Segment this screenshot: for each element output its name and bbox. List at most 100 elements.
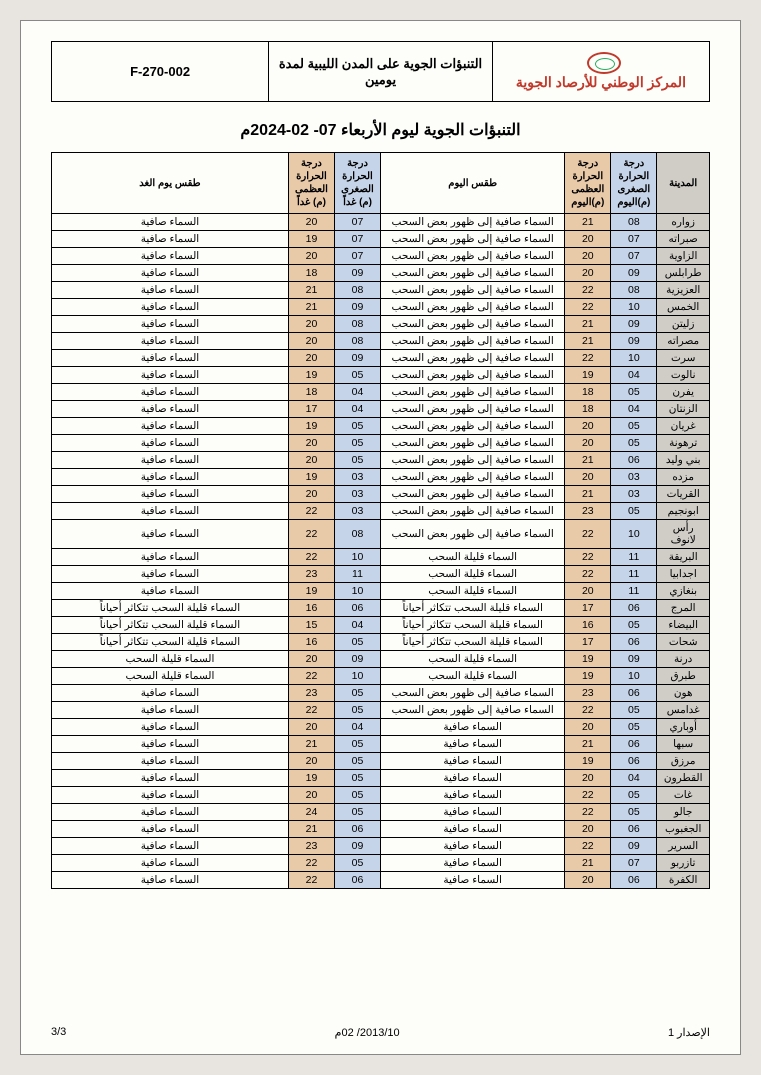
cell-city: جالو [657,804,710,821]
cell-min-today: 05 [611,435,657,452]
cell-weather-tom: السماء صافية [52,231,289,248]
cell-max-tom: 19 [288,770,334,787]
col-weather-today: طقس اليوم [381,153,565,214]
cell-min-today: 05 [611,702,657,719]
cell-weather-today: السماء قليلة السحب تتكاثر أحياناً [381,634,565,651]
cell-min-tom: 05 [334,770,380,787]
cell-weather-tom: السماء صافية [52,855,289,872]
cell-max-today: 22 [565,299,611,316]
footer-issue: الإصدار 1 [668,1026,710,1039]
cell-max-today: 19 [565,668,611,685]
cell-max-today: 17 [565,634,611,651]
table-row: مرزق0619السماء صافية0520السماء صافية [52,753,710,770]
cell-weather-today: السماء صافية إلى ظهور بعض السحب [381,214,565,231]
cell-weather-today: السماء صافية إلى ظهور بعض السحب [381,685,565,702]
cell-min-today: 09 [611,651,657,668]
cell-min-tom: 08 [334,282,380,299]
cell-weather-tom: السماء صافية [52,520,289,549]
cell-min-today: 05 [611,804,657,821]
cell-weather-today: السماء صافية إلى ظهور بعض السحب [381,702,565,719]
cell-max-tom: 21 [288,736,334,753]
cell-city: غريان [657,418,710,435]
cell-min-today: 07 [611,231,657,248]
cell-max-tom: 22 [288,549,334,566]
cell-min-tom: 04 [334,401,380,418]
cell-weather-today: السماء صافية [381,719,565,736]
table-row: يفرن0518السماء صافية إلى ظهور بعض السحب0… [52,384,710,401]
cell-min-tom: 05 [334,753,380,770]
table-row: طبرق1019السماء قليلة السحب1022السماء قلي… [52,668,710,685]
cell-max-today: 22 [565,787,611,804]
cell-max-tom: 20 [288,452,334,469]
cell-weather-today: السماء صافية [381,787,565,804]
cell-city: الزاوية [657,248,710,265]
cell-city: العزيزية [657,282,710,299]
cell-weather-today: السماء صافية إلى ظهور بعض السحب [381,316,565,333]
cell-max-today: 20 [565,418,611,435]
cell-max-tom: 23 [288,838,334,855]
cell-weather-today: السماء صافية إلى ظهور بعض السحب [381,486,565,503]
table-row: العزيزية0822السماء صافية إلى ظهور بعض ال… [52,282,710,299]
cell-min-today: 03 [611,469,657,486]
cell-max-tom: 15 [288,617,334,634]
table-row: رأس لانوف1022السماء صافية إلى ظهور بعض ا… [52,520,710,549]
col-city: المدينة [657,153,710,214]
cell-max-tom: 23 [288,685,334,702]
cell-max-today: 20 [565,719,611,736]
cell-max-today: 18 [565,401,611,418]
cell-weather-today: السماء صافية إلى ظهور بعض السحب [381,350,565,367]
cell-weather-today: السماء صافية [381,753,565,770]
table-row: ابونجيم0523السماء صافية إلى ظهور بعض الس… [52,503,710,520]
cell-min-tom: 06 [334,600,380,617]
cell-city: البريقة [657,549,710,566]
cell-max-tom: 20 [288,316,334,333]
cell-weather-today: السماء صافية [381,804,565,821]
cell-city: شحات [657,634,710,651]
cell-min-tom: 05 [334,418,380,435]
cell-weather-tom: السماء صافية [52,435,289,452]
cell-weather-tom: السماء قليلة السحب [52,668,289,685]
cell-weather-today: السماء قليلة السحب [381,583,565,600]
cell-min-today: 10 [611,299,657,316]
cell-weather-tom: السماء صافية [52,299,289,316]
table-row: البريقة1122السماء قليلة السحب1022السماء … [52,549,710,566]
cell-weather-tom: السماء قليلة السحب [52,651,289,668]
cell-city: مرزق [657,753,710,770]
table-row: المرج0617السماء قليلة السحب تتكاثر أحيان… [52,600,710,617]
col-min-today: درجة الحرارة الصغرى (م)اليوم [611,153,657,214]
col-weather-tom: طقس يوم الغد [52,153,289,214]
cell-weather-tom: السماء صافية [52,401,289,418]
cell-weather-tom: السماء صافية [52,736,289,753]
cell-min-tom: 05 [334,452,380,469]
cell-city: درنة [657,651,710,668]
cell-weather-today: السماء صافية إلى ظهور بعض السحب [381,248,565,265]
cell-max-tom: 22 [288,855,334,872]
cell-city: أوباري [657,719,710,736]
cell-min-tom: 03 [334,469,380,486]
table-row: الخمس1022السماء صافية إلى ظهور بعض السحب… [52,299,710,316]
cell-max-tom: 22 [288,668,334,685]
cell-city: البيضاء [657,617,710,634]
cell-max-tom: 20 [288,486,334,503]
cell-min-today: 05 [611,418,657,435]
cell-min-today: 09 [611,265,657,282]
cell-min-tom: 10 [334,549,380,566]
cell-weather-tom: السماء صافية [52,367,289,384]
cell-city: اجدابيا [657,566,710,583]
cell-max-today: 18 [565,384,611,401]
cell-weather-today: السماء صافية إلى ظهور بعض السحب [381,418,565,435]
table-row: مزده0320السماء صافية إلى ظهور بعض السحب0… [52,469,710,486]
cell-min-tom: 11 [334,566,380,583]
cell-min-tom: 09 [334,838,380,855]
cell-weather-today: السماء صافية إلى ظهور بعض السحب [381,469,565,486]
cell-max-tom: 24 [288,804,334,821]
cell-min-today: 06 [611,736,657,753]
cell-weather-tom: السماء قليلة السحب تتكاثر أحياناً [52,600,289,617]
cell-max-today: 20 [565,821,611,838]
cell-weather-today: السماء صافية إلى ظهور بعض السحب [381,384,565,401]
table-row: زليتن0921السماء صافية إلى ظهور بعض السحب… [52,316,710,333]
header-title-cell: التنبؤات الجوية على المدن الليبية لمدة ي… [269,42,493,102]
table-row: بنغازي1120السماء قليلة السحب1019السماء ص… [52,583,710,600]
cell-weather-today: السماء صافية [381,838,565,855]
cell-city: القريات [657,486,710,503]
